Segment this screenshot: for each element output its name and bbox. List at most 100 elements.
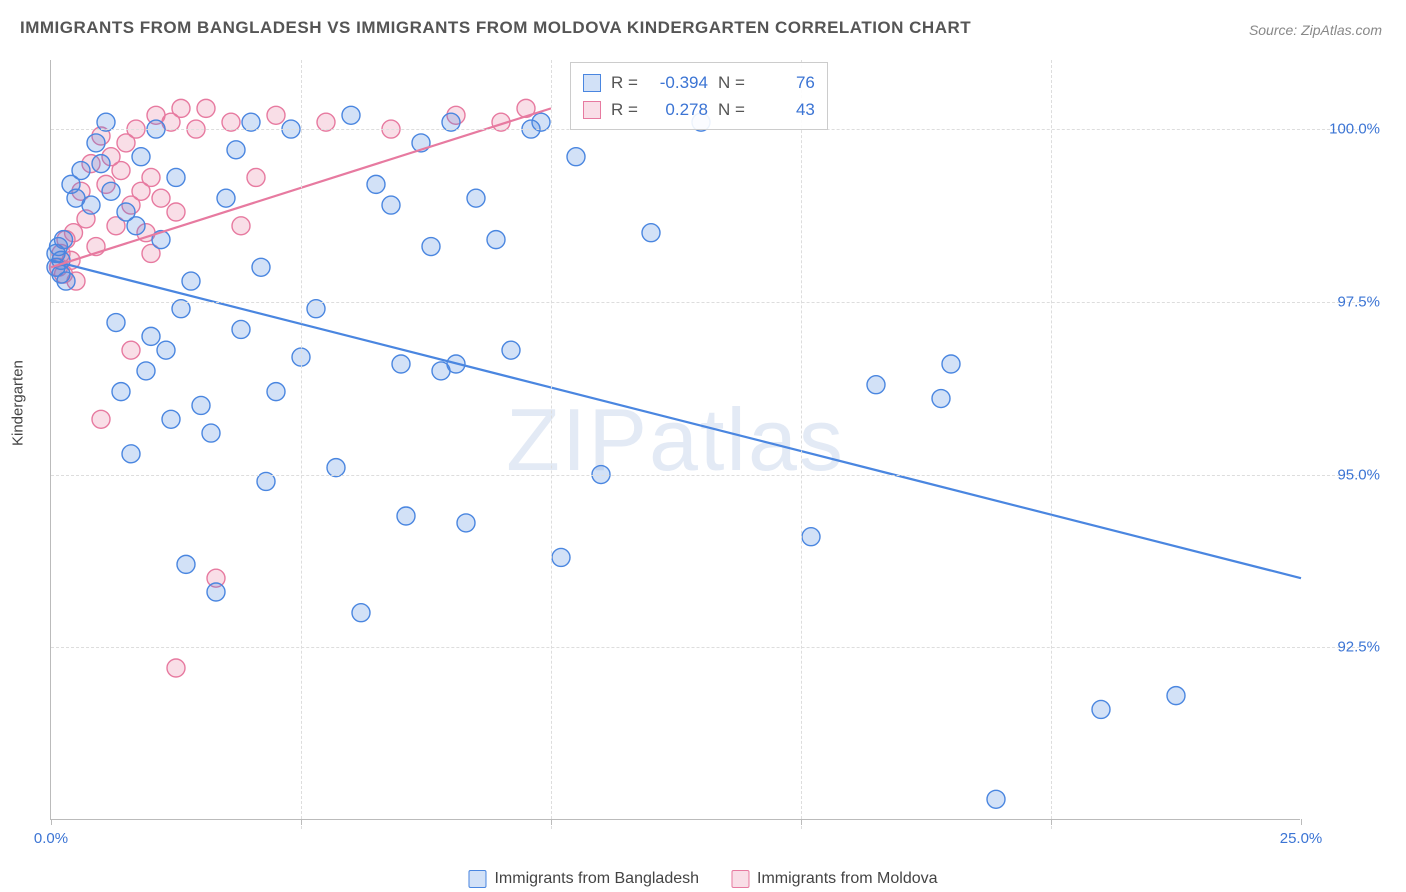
data-point (422, 238, 440, 256)
plot-area: ZIPatlas 92.5%95.0%97.5%100.0%0.0%25.0% (50, 60, 1300, 820)
gridline-v (551, 60, 552, 829)
data-point (112, 162, 130, 180)
data-point (267, 106, 285, 124)
y-tick-label: 100.0% (1329, 121, 1380, 138)
legend-item-1: Immigrants from Moldova (731, 870, 938, 888)
data-point (167, 168, 185, 186)
gridline-h (51, 647, 1360, 648)
data-point (367, 175, 385, 193)
stats-n-value-1: 43 (755, 96, 815, 123)
y-tick-label: 97.5% (1337, 293, 1380, 310)
chart-title: IMMIGRANTS FROM BANGLADESH VS IMMIGRANTS… (20, 18, 971, 38)
data-point (247, 168, 265, 186)
data-point (232, 217, 250, 235)
data-point (197, 99, 215, 117)
correlation-stats-box: R = -0.394 N = 76 R = 0.278 N = 43 (570, 62, 828, 130)
data-point (72, 162, 90, 180)
trend-line (51, 260, 1301, 578)
data-point (167, 659, 185, 677)
data-point (102, 182, 120, 200)
data-point (502, 341, 520, 359)
data-point (932, 390, 950, 408)
legend-item-0: Immigrants from Bangladesh (468, 870, 699, 888)
data-point (217, 189, 235, 207)
data-point (232, 320, 250, 338)
data-point (392, 355, 410, 373)
legend-swatch-0 (468, 870, 486, 888)
data-point (552, 548, 570, 566)
data-point (157, 341, 175, 359)
stats-r-value-1: 0.278 (648, 96, 708, 123)
data-point (167, 203, 185, 221)
data-point (82, 196, 100, 214)
data-point (487, 231, 505, 249)
data-point (177, 555, 195, 573)
stats-n-value-0: 76 (755, 69, 815, 96)
gridline-v (1051, 60, 1052, 829)
y-axis-label: Kindergarten (10, 360, 27, 446)
gridline-h (51, 302, 1360, 303)
legend-swatch-1 (731, 870, 749, 888)
data-point (987, 790, 1005, 808)
stats-r-value-0: -0.394 (648, 69, 708, 96)
data-point (192, 396, 210, 414)
chart-svg (51, 60, 1300, 819)
data-point (92, 155, 110, 173)
x-tick-mark (551, 819, 552, 825)
data-point (142, 327, 160, 345)
data-point (122, 445, 140, 463)
data-point (112, 383, 130, 401)
data-point (172, 99, 190, 117)
data-point (132, 148, 150, 166)
legend: Immigrants from Bangladesh Immigrants fr… (468, 870, 937, 888)
data-point (122, 341, 140, 359)
stats-row-series-1: R = 0.278 N = 43 (583, 96, 815, 123)
data-point (342, 106, 360, 124)
data-point (137, 362, 155, 380)
data-point (467, 189, 485, 207)
x-tick-label: 25.0% (1280, 830, 1323, 847)
source-attribution: Source: ZipAtlas.com (1249, 22, 1382, 38)
data-point (142, 168, 160, 186)
stats-n-label: N = (718, 69, 745, 96)
data-point (107, 314, 125, 332)
x-tick-mark (1301, 819, 1302, 825)
data-point (227, 141, 245, 159)
data-point (397, 507, 415, 525)
stats-row-series-0: R = -0.394 N = 76 (583, 69, 815, 96)
legend-label-0: Immigrants from Bangladesh (494, 870, 699, 888)
x-tick-label: 0.0% (34, 830, 68, 847)
gridline-v (301, 60, 302, 829)
data-point (267, 383, 285, 401)
y-tick-label: 95.0% (1337, 466, 1380, 483)
data-point (57, 272, 75, 290)
x-tick-mark (301, 819, 302, 825)
data-point (202, 424, 220, 442)
stats-n-label: N = (718, 96, 745, 123)
stats-swatch-0 (583, 74, 601, 92)
data-point (127, 217, 145, 235)
data-point (182, 272, 200, 290)
data-point (457, 514, 475, 532)
data-point (152, 189, 170, 207)
gridline-v (801, 60, 802, 829)
stats-r-label: R = (611, 69, 638, 96)
gridline-h (51, 475, 1360, 476)
data-point (642, 224, 660, 242)
data-point (162, 410, 180, 428)
data-point (87, 134, 105, 152)
data-point (252, 258, 270, 276)
x-tick-mark (801, 819, 802, 825)
stats-r-label: R = (611, 96, 638, 123)
x-tick-mark (51, 819, 52, 825)
data-point (55, 231, 73, 249)
data-point (1167, 687, 1185, 705)
x-tick-mark (1051, 819, 1052, 825)
data-point (567, 148, 585, 166)
legend-label-1: Immigrants from Moldova (757, 870, 938, 888)
data-point (802, 528, 820, 546)
data-point (92, 410, 110, 428)
data-point (1092, 700, 1110, 718)
y-tick-label: 92.5% (1337, 639, 1380, 656)
stats-swatch-1 (583, 101, 601, 119)
